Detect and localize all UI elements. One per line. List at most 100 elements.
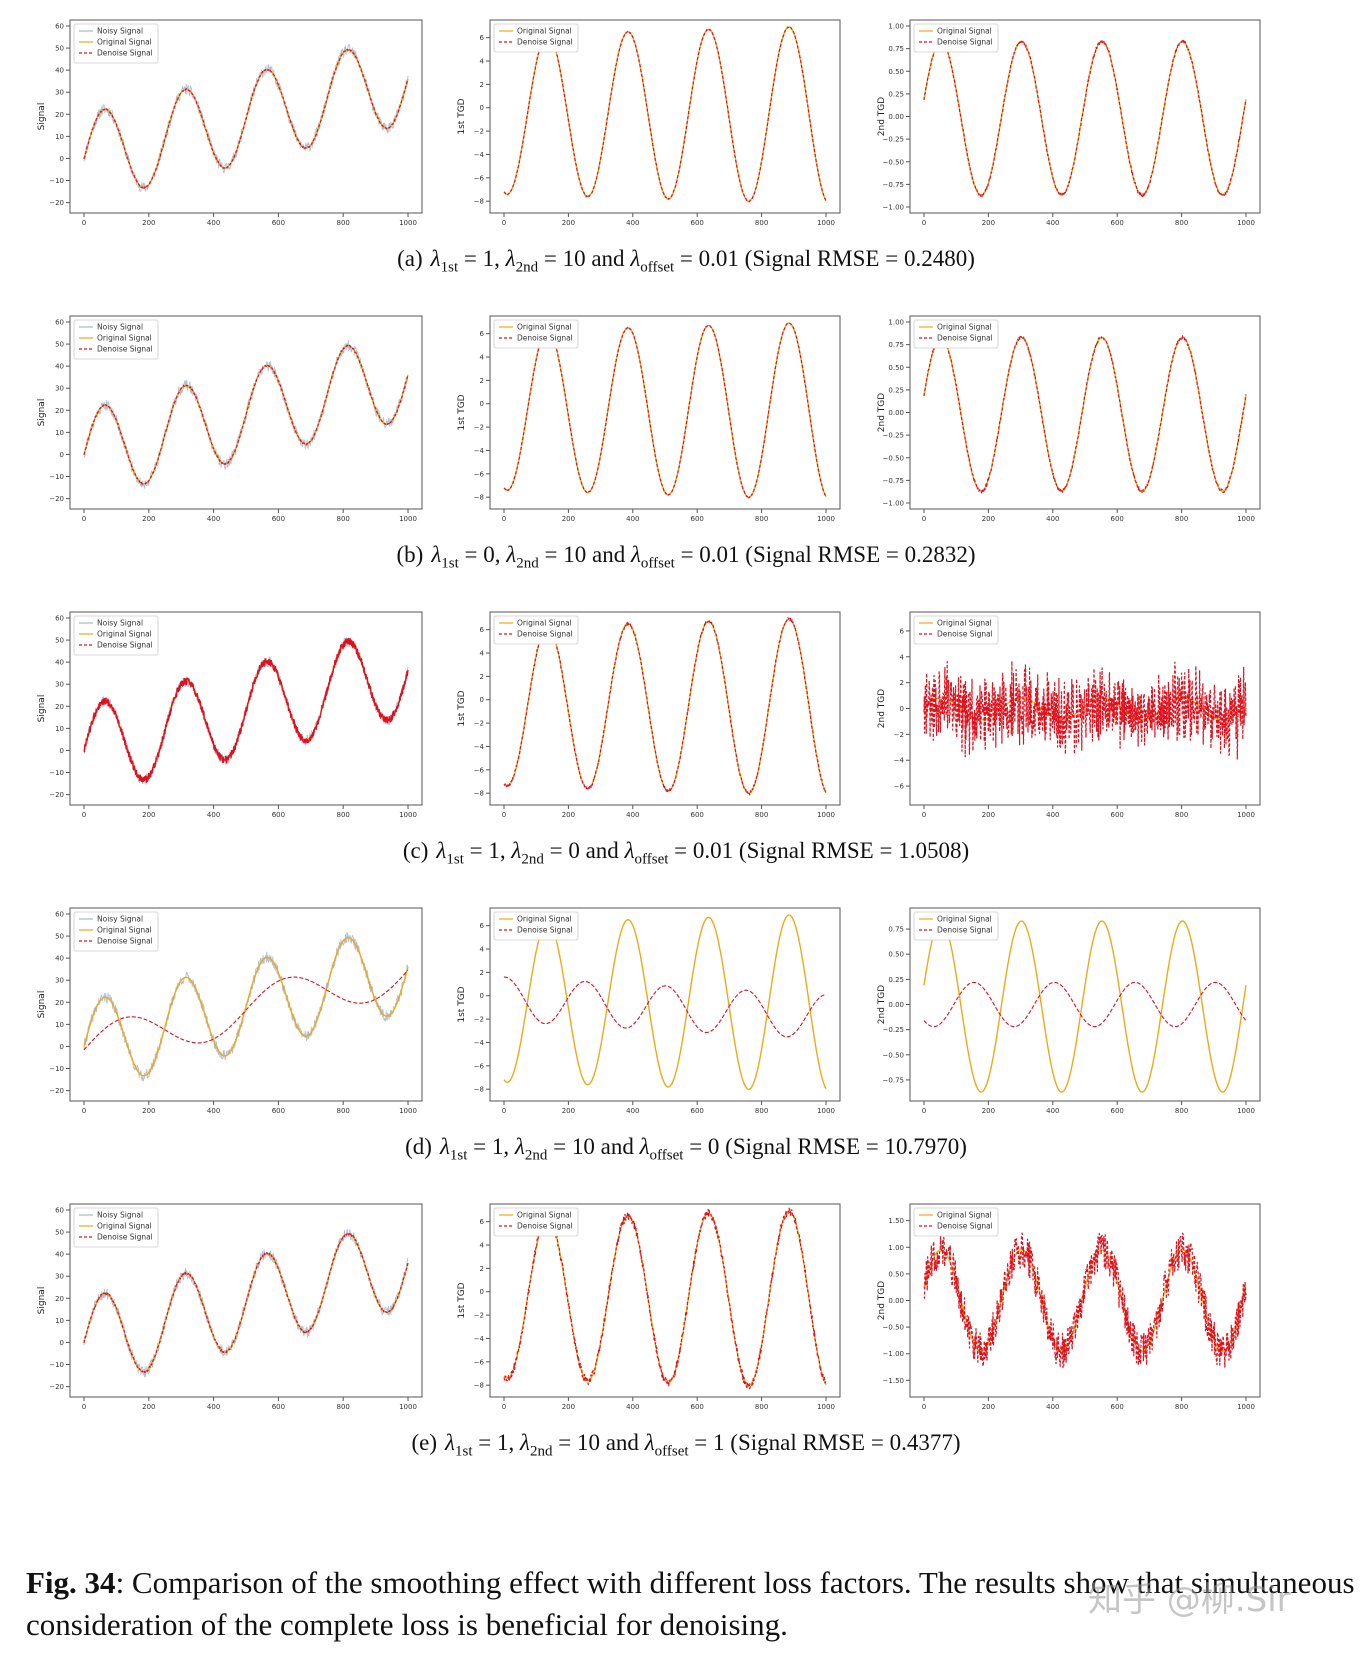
y-tick-label: 4 (480, 650, 485, 658)
x-tick-label: 800 (337, 1403, 350, 1411)
y-tick-label: 10 (55, 133, 64, 141)
lambda-symbol: λ (630, 246, 641, 271)
x-tick-label: 1000 (1237, 1403, 1255, 1411)
legend-entry: Original Signal (937, 323, 992, 332)
x-tick-label: 400 (207, 811, 220, 819)
series-group (503, 914, 827, 1091)
y-axis-label: 1st TGD (457, 394, 467, 430)
y-tick-label: 6 (900, 627, 905, 635)
y-tick-label: 4 (900, 653, 905, 661)
x-tick-label: 0 (82, 219, 86, 227)
sub-offset: offset (654, 1443, 689, 1460)
sub-1st: 1st (440, 259, 459, 276)
y-tick-label: −10 (49, 1361, 64, 1369)
y-tick-label: −6 (474, 470, 485, 478)
subfigure-label: (b) (396, 542, 424, 567)
y-tick-label: 4 (480, 946, 485, 954)
x-tick-label: 0 (82, 1107, 86, 1115)
series-group (83, 339, 409, 489)
series-line-denoise-signal (503, 322, 827, 499)
y-tick-label: −2 (894, 731, 904, 739)
series-group (83, 932, 409, 1082)
y-tick-label: 0 (60, 451, 64, 459)
y-tick-label: −0.25 (883, 1026, 904, 1034)
x-tick-label: 600 (1111, 1107, 1124, 1115)
lambda-2nd-value: 10 (562, 246, 586, 271)
x-tick-label: 400 (207, 1107, 220, 1115)
x-tick-label: 0 (922, 811, 926, 819)
lambda-symbol: λ (439, 1134, 450, 1159)
y-tick-label: 4 (480, 58, 485, 66)
y-tick-label: 0.00 (888, 1001, 904, 1009)
legend: Noisy Signal Original Signal Denoise Signa… (73, 319, 159, 360)
rmse-text: (Signal RMSE = 10.7970) (725, 1134, 967, 1159)
y-tick-label: 30 (55, 1273, 64, 1281)
y-tick-label: −20 (49, 199, 64, 207)
y-axis-label: Signal (37, 695, 47, 723)
legend-entry: Denoise Signal (937, 926, 993, 935)
y-tick-label: 40 (55, 659, 64, 667)
chart-panel-d-tgd1: 0 200 400 600 800 1000 −8 −6 −4 −2 0 2 4 6 1st TGD Orig… (457, 907, 841, 1115)
y-tick-label: 0 (480, 104, 484, 112)
y-tick-label: 40 (55, 67, 64, 75)
series-group (83, 637, 409, 785)
x-tick-label: 200 (982, 219, 995, 227)
y-tick-label: 60 (55, 615, 64, 623)
x-tick-label: 600 (272, 1403, 285, 1411)
series-group (923, 1232, 1247, 1369)
legend: Original Signal Denoise Signal (913, 23, 999, 53)
series-line-original-signal (923, 920, 1247, 1093)
y-tick-label: 0.00 (888, 113, 904, 121)
y-tick-label: −0.75 (883, 477, 904, 485)
x-tick-label: 800 (1175, 219, 1188, 227)
lambda-2nd-value: 10 (571, 1134, 595, 1159)
series-line-denoise-signal (83, 969, 409, 1051)
and-word: and (591, 542, 626, 567)
y-axis-label: 2nd TGD (877, 1281, 887, 1320)
y-tick-label: 2 (480, 377, 484, 385)
y-tick-label: −0.25 (883, 136, 904, 144)
rmse-text: (Signal RMSE = 1.0508) (738, 838, 970, 863)
legend-entry: Original Signal (517, 619, 572, 628)
x-tick-label: 200 (142, 515, 155, 523)
series-line-original-signal (83, 936, 409, 1077)
y-tick-label: −8 (474, 1086, 484, 1094)
y-tick-label: 6 (480, 34, 485, 42)
lambda-symbol: λ (624, 838, 635, 863)
sub-2nd: 2nd (521, 851, 544, 868)
y-axis-label: 1st TGD (457, 1282, 467, 1318)
x-tick-label: 0 (502, 219, 506, 227)
legend-box (73, 1207, 159, 1248)
sub-1st: 1st (446, 851, 464, 868)
y-tick-label: 6 (480, 1218, 485, 1226)
x-tick-label: 800 (755, 1107, 768, 1115)
x-tick-label: 0 (82, 1403, 86, 1411)
series-line-denoise-signal (923, 39, 1247, 198)
x-tick-label: 800 (755, 1403, 768, 1411)
y-tick-label: −8 (474, 494, 484, 502)
y-axis-label: Signal (37, 991, 47, 1019)
y-tick-label: −8 (474, 1382, 484, 1390)
lambda-1st-value: 1 (491, 1134, 504, 1159)
figure-caption: Fig. 34: Comparison of the smoothing eff… (26, 1562, 1356, 1646)
chart-panel-b-tgd1: 0 200 400 600 800 1000 −8 −6 −4 −2 0 2 4 6 1st TGD Orig… (457, 315, 841, 523)
legend: Original Signal Denoise Signal (493, 1207, 579, 1237)
lambda-symbol: λ (445, 1430, 456, 1455)
series-line-denoise-signal (503, 1207, 827, 1390)
legend-entry: Denoise Signal (517, 926, 573, 935)
legend-box (913, 911, 999, 941)
series-line-original-signal (503, 914, 827, 1091)
lambda-symbol: λ (514, 1134, 525, 1159)
y-tick-label: 40 (55, 955, 64, 963)
x-tick-label: 400 (626, 219, 639, 227)
legend-entry: Denoise Signal (517, 334, 573, 343)
x-tick-label: 600 (691, 811, 704, 819)
lambda-offset-value: 1 (713, 1430, 725, 1455)
x-tick-label: 600 (272, 515, 285, 523)
x-tick-label: 0 (502, 515, 506, 523)
y-tick-label: −6 (474, 766, 485, 774)
y-tick-label: −4 (894, 757, 905, 765)
y-tick-label: 2 (480, 673, 484, 681)
x-tick-label: 800 (337, 811, 350, 819)
y-tick-label: −10 (49, 177, 64, 185)
